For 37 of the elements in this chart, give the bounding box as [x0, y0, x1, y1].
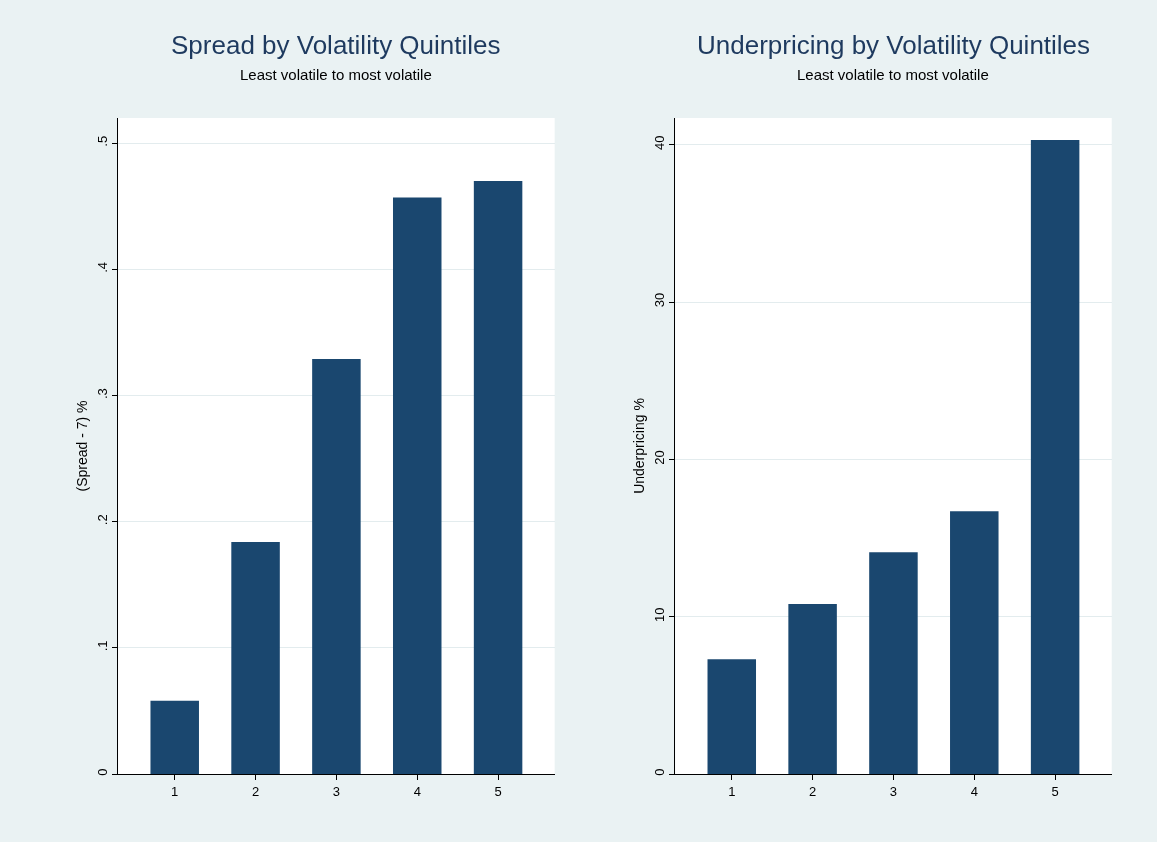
- bar: [150, 700, 199, 774]
- bar: [950, 511, 999, 774]
- bar: [869, 552, 918, 774]
- chart-title: Spread by Volatility Quintiles: [171, 30, 501, 60]
- y-tick-label: .5: [94, 135, 110, 147]
- chart-subtitle: Least volatile to most volatile: [240, 66, 432, 83]
- chart-subtitle: Least volatile to most volatile: [797, 66, 989, 83]
- y-tick-label: .3: [94, 388, 110, 400]
- chart-title: Underpricing by Volatility Quintiles: [697, 30, 1091, 60]
- x-tick-label: 2: [251, 783, 260, 799]
- x-tick-label: 2: [808, 783, 817, 799]
- x-tick-label: 3: [332, 783, 341, 799]
- y-tick-label: .1: [94, 640, 110, 652]
- y-tick-label: 0: [651, 768, 667, 776]
- y-tick-label: 30: [651, 292, 667, 308]
- bar: [473, 181, 523, 774]
- x-tick-label: 3: [889, 783, 898, 799]
- bar: [231, 541, 280, 774]
- x-tick-label: 1: [171, 783, 179, 799]
- y-axis-title: Underpricing %: [630, 398, 647, 494]
- bar: [312, 358, 361, 774]
- x-tick-label: 4: [970, 783, 978, 799]
- x-tick-label: 1: [728, 783, 736, 799]
- y-axis-title: (Spread - 7) %: [73, 400, 90, 492]
- x-tick-label: 4: [413, 783, 421, 799]
- bar: [393, 197, 442, 774]
- bar: [707, 659, 757, 774]
- y-tick-label: .4: [94, 262, 110, 273]
- bar: [788, 604, 837, 774]
- y-tick-label: 40: [651, 135, 667, 151]
- y-tick-label: .2: [94, 514, 110, 526]
- x-tick-label: 5: [1051, 783, 1059, 799]
- y-tick-label: 0: [94, 768, 110, 776]
- y-tick-label: 10: [651, 607, 667, 622]
- y-tick-label: 20: [651, 450, 667, 465]
- x-tick-label: 5: [494, 783, 502, 799]
- bar: [1030, 140, 1080, 774]
